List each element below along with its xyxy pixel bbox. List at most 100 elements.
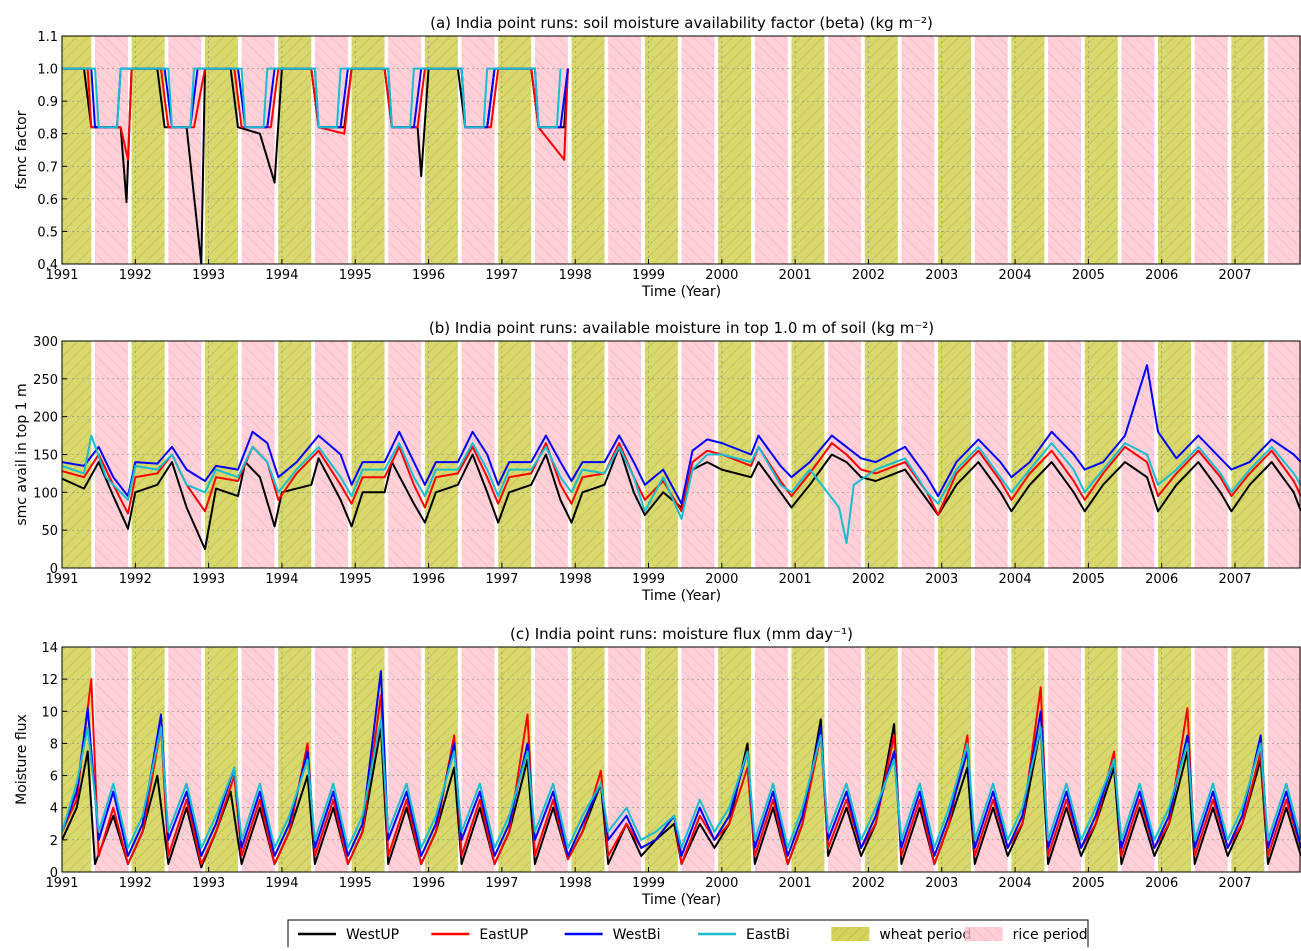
y-axis-label: smc avail in top 1 m [14, 383, 30, 525]
y-tick-label: 250 [33, 373, 58, 388]
legend-label: WestUP [346, 927, 399, 943]
y-tick-label: 0.8 [37, 128, 58, 143]
x-tick-label: 1993 [192, 572, 225, 587]
wheat-period-hatch [424, 36, 458, 264]
legend-label: EastUP [479, 927, 528, 943]
x-tick-label: 1996 [412, 572, 445, 587]
x-tick-label: 2001 [779, 876, 812, 891]
wheat-period-hatch [791, 36, 825, 264]
x-tick-label: 2002 [852, 572, 885, 587]
panel-title: (a) India point runs: soil moisture avai… [430, 14, 933, 32]
wheat-period-hatch [204, 36, 238, 264]
y-tick-label: 8 [50, 737, 58, 752]
y-tick-label: 2 [50, 834, 58, 849]
x-tick-label: 1991 [45, 572, 78, 587]
rice-period-hatch [1121, 36, 1155, 264]
legend: WestUP EastUP WestBi EastBi wheat period rice… [287, 919, 1089, 949]
x-tick-label: 1997 [485, 876, 518, 891]
y-tick-label: 0 [50, 562, 58, 577]
wheat-period-hatch [278, 36, 312, 264]
x-tick-label: 2006 [1145, 572, 1178, 587]
plot-frame [61, 340, 1301, 569]
wheat-period-hatch [131, 36, 165, 264]
wheat-period-hatch [498, 36, 532, 264]
x-tick-label: 2000 [705, 268, 738, 283]
y-tick-label: 0.4 [37, 258, 58, 273]
y-tick-label: 0 [50, 866, 58, 881]
x-tick-label: 2005 [1072, 876, 1105, 891]
wheat-period-hatch [351, 36, 385, 264]
x-tick-label: 2005 [1072, 572, 1105, 587]
x-tick-label: 2001 [779, 572, 812, 587]
x-tick-label: 1997 [485, 572, 518, 587]
rice-period-hatch [974, 36, 1008, 264]
panel-a: 0.4 0.5 0.6 0.7 0.8 0.9 1.0 1.1 1991 1992 1993 1994… [14, 14, 1301, 300]
x-tick-label: 1996 [412, 876, 445, 891]
rice-period-hatch [461, 36, 495, 264]
wheat-period-hatch [1158, 36, 1192, 264]
legend-label: EastBi [746, 927, 790, 943]
wheat-period-hatch [718, 36, 752, 264]
x-tick-label: 1995 [339, 876, 372, 891]
x-tick-label: 2004 [999, 876, 1032, 891]
rice-period-hatch [828, 36, 862, 264]
x-tick-label: 2003 [925, 572, 958, 587]
rice-period-hatch [681, 36, 715, 264]
x-tick-label: 1998 [559, 572, 592, 587]
x-tick-label: 2006 [1145, 876, 1178, 891]
x-tick-label: 2004 [999, 572, 1032, 587]
rice-period-hatch [534, 36, 568, 264]
rice-period-hatch [241, 36, 275, 264]
x-tick-label: 1994 [265, 268, 298, 283]
y-tick-label: 100 [33, 486, 58, 501]
wheat-period-hatch [864, 36, 898, 264]
rice-period-hatch [901, 36, 935, 264]
x-tick-label: 1992 [119, 876, 152, 891]
rice-period-hatch [314, 36, 348, 264]
x-tick-label: 1994 [265, 572, 298, 587]
y-tick-label: 200 [33, 411, 58, 426]
wheat-period-hatch [571, 36, 605, 264]
y-tick-label: 12 [41, 673, 58, 688]
x-tick-label: 1992 [119, 572, 152, 587]
y-tick-label: 0.7 [37, 160, 58, 175]
wheat-period-hatch [938, 36, 972, 264]
x-tick-label: 1997 [485, 268, 518, 283]
x-tick-label: 2007 [1218, 268, 1251, 283]
panel-title: (b) India point runs: available moisture… [429, 319, 934, 337]
series-line-westbi [62, 364, 1301, 505]
series-line-eastbi [62, 67, 562, 129]
x-tick-label: 1999 [632, 876, 665, 891]
legend-label: wheat period [879, 927, 971, 943]
x-tick-label: 1999 [632, 268, 665, 283]
wheat-period-hatch [1084, 36, 1118, 264]
series-line-eastbi [62, 434, 1301, 544]
x-tick-label: 1995 [339, 572, 372, 587]
x-axis-label: Time (Year) [641, 892, 721, 908]
y-tick-label: 0.5 [37, 225, 58, 240]
y-axis-label: Moisture flux [14, 714, 30, 805]
legend-swatch-hatch [831, 927, 870, 941]
rice-period-hatch [1268, 36, 1301, 264]
y-tick-label: 0.6 [37, 193, 58, 208]
x-tick-label: 1994 [265, 876, 298, 891]
y-tick-label: 0.9 [37, 95, 58, 110]
y-tick-label: 6 [50, 770, 58, 785]
wheat-period-hatch [791, 647, 825, 872]
wheat-period-hatch [644, 647, 678, 872]
y-tick-label: 150 [33, 449, 58, 464]
legend-label: rice period [1013, 927, 1088, 943]
plot-frame [61, 646, 1301, 873]
y-tick-label: 10 [41, 705, 58, 720]
wheat-period-hatch [62, 36, 92, 264]
wheat-period-hatch [1231, 36, 1265, 264]
x-tick-label: 2003 [925, 876, 958, 891]
rice-period-hatch [168, 36, 202, 264]
x-tick-label: 1992 [119, 268, 152, 283]
y-tick-label: 4 [50, 802, 58, 817]
x-tick-label: 1993 [192, 268, 225, 283]
x-tick-label: 2007 [1218, 572, 1251, 587]
x-tick-label: 1996 [412, 268, 445, 283]
